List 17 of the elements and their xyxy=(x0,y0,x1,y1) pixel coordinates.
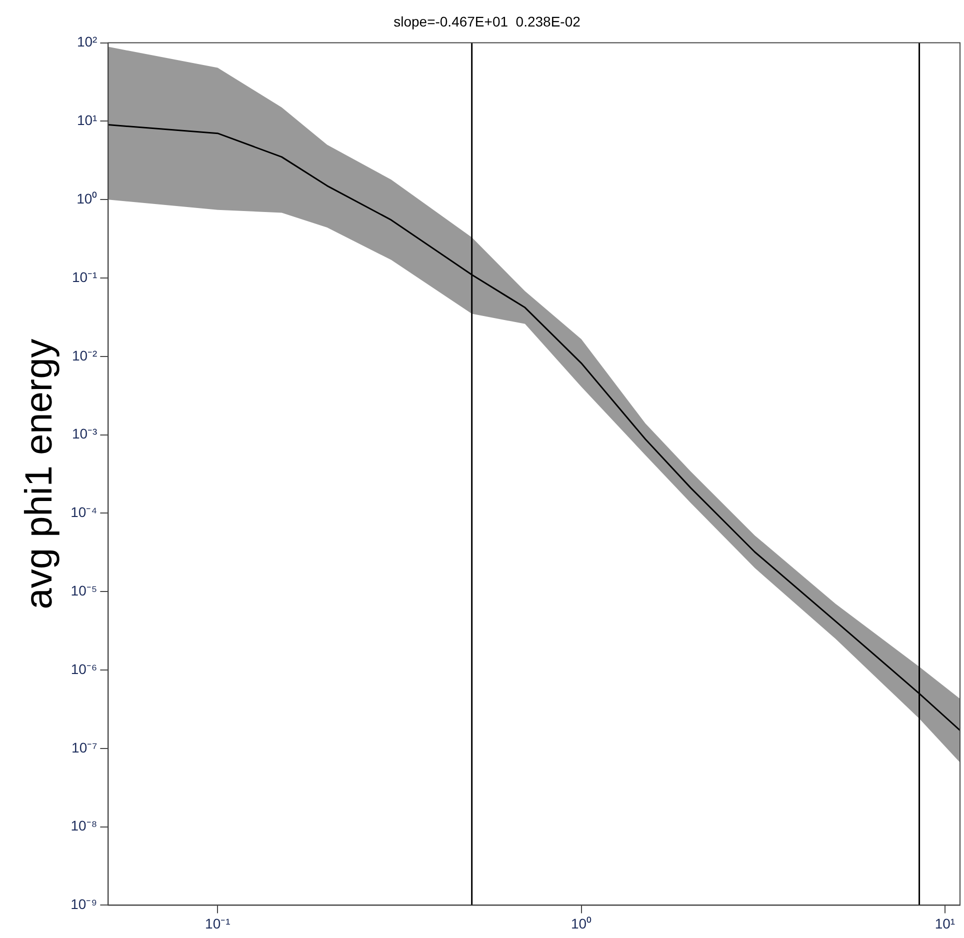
y-tick-label: 10⁻² xyxy=(72,347,98,364)
y-tick-label: 10⁻¹ xyxy=(72,268,98,285)
y-tick-label: 10¹ xyxy=(76,112,98,128)
y-axis-title: avg phi1 energy xyxy=(18,338,60,610)
x-tick-label: 10⁻¹ xyxy=(205,915,231,932)
x-tick-label: 10⁰ xyxy=(571,915,592,932)
y-tick-label: 10⁻³ xyxy=(72,426,98,442)
x-tick-label: 10¹ xyxy=(934,915,956,932)
y-tick-label: 10⁻⁹ xyxy=(70,896,98,912)
y-tick-label: 10⁻⁴ xyxy=(70,504,98,520)
y-tick-label: 10² xyxy=(76,34,98,50)
chart-title: slope=-0.467E+01 0.238E-02 xyxy=(394,13,581,30)
y-tick-label: 10⁰ xyxy=(76,190,98,206)
y-tick-label: 10⁻⁸ xyxy=(70,818,98,834)
y-tick-label: 10⁻⁷ xyxy=(72,739,98,756)
y-tick-label: 10⁻⁵ xyxy=(70,582,98,598)
y-tick-label: 10⁻⁶ xyxy=(70,660,98,677)
